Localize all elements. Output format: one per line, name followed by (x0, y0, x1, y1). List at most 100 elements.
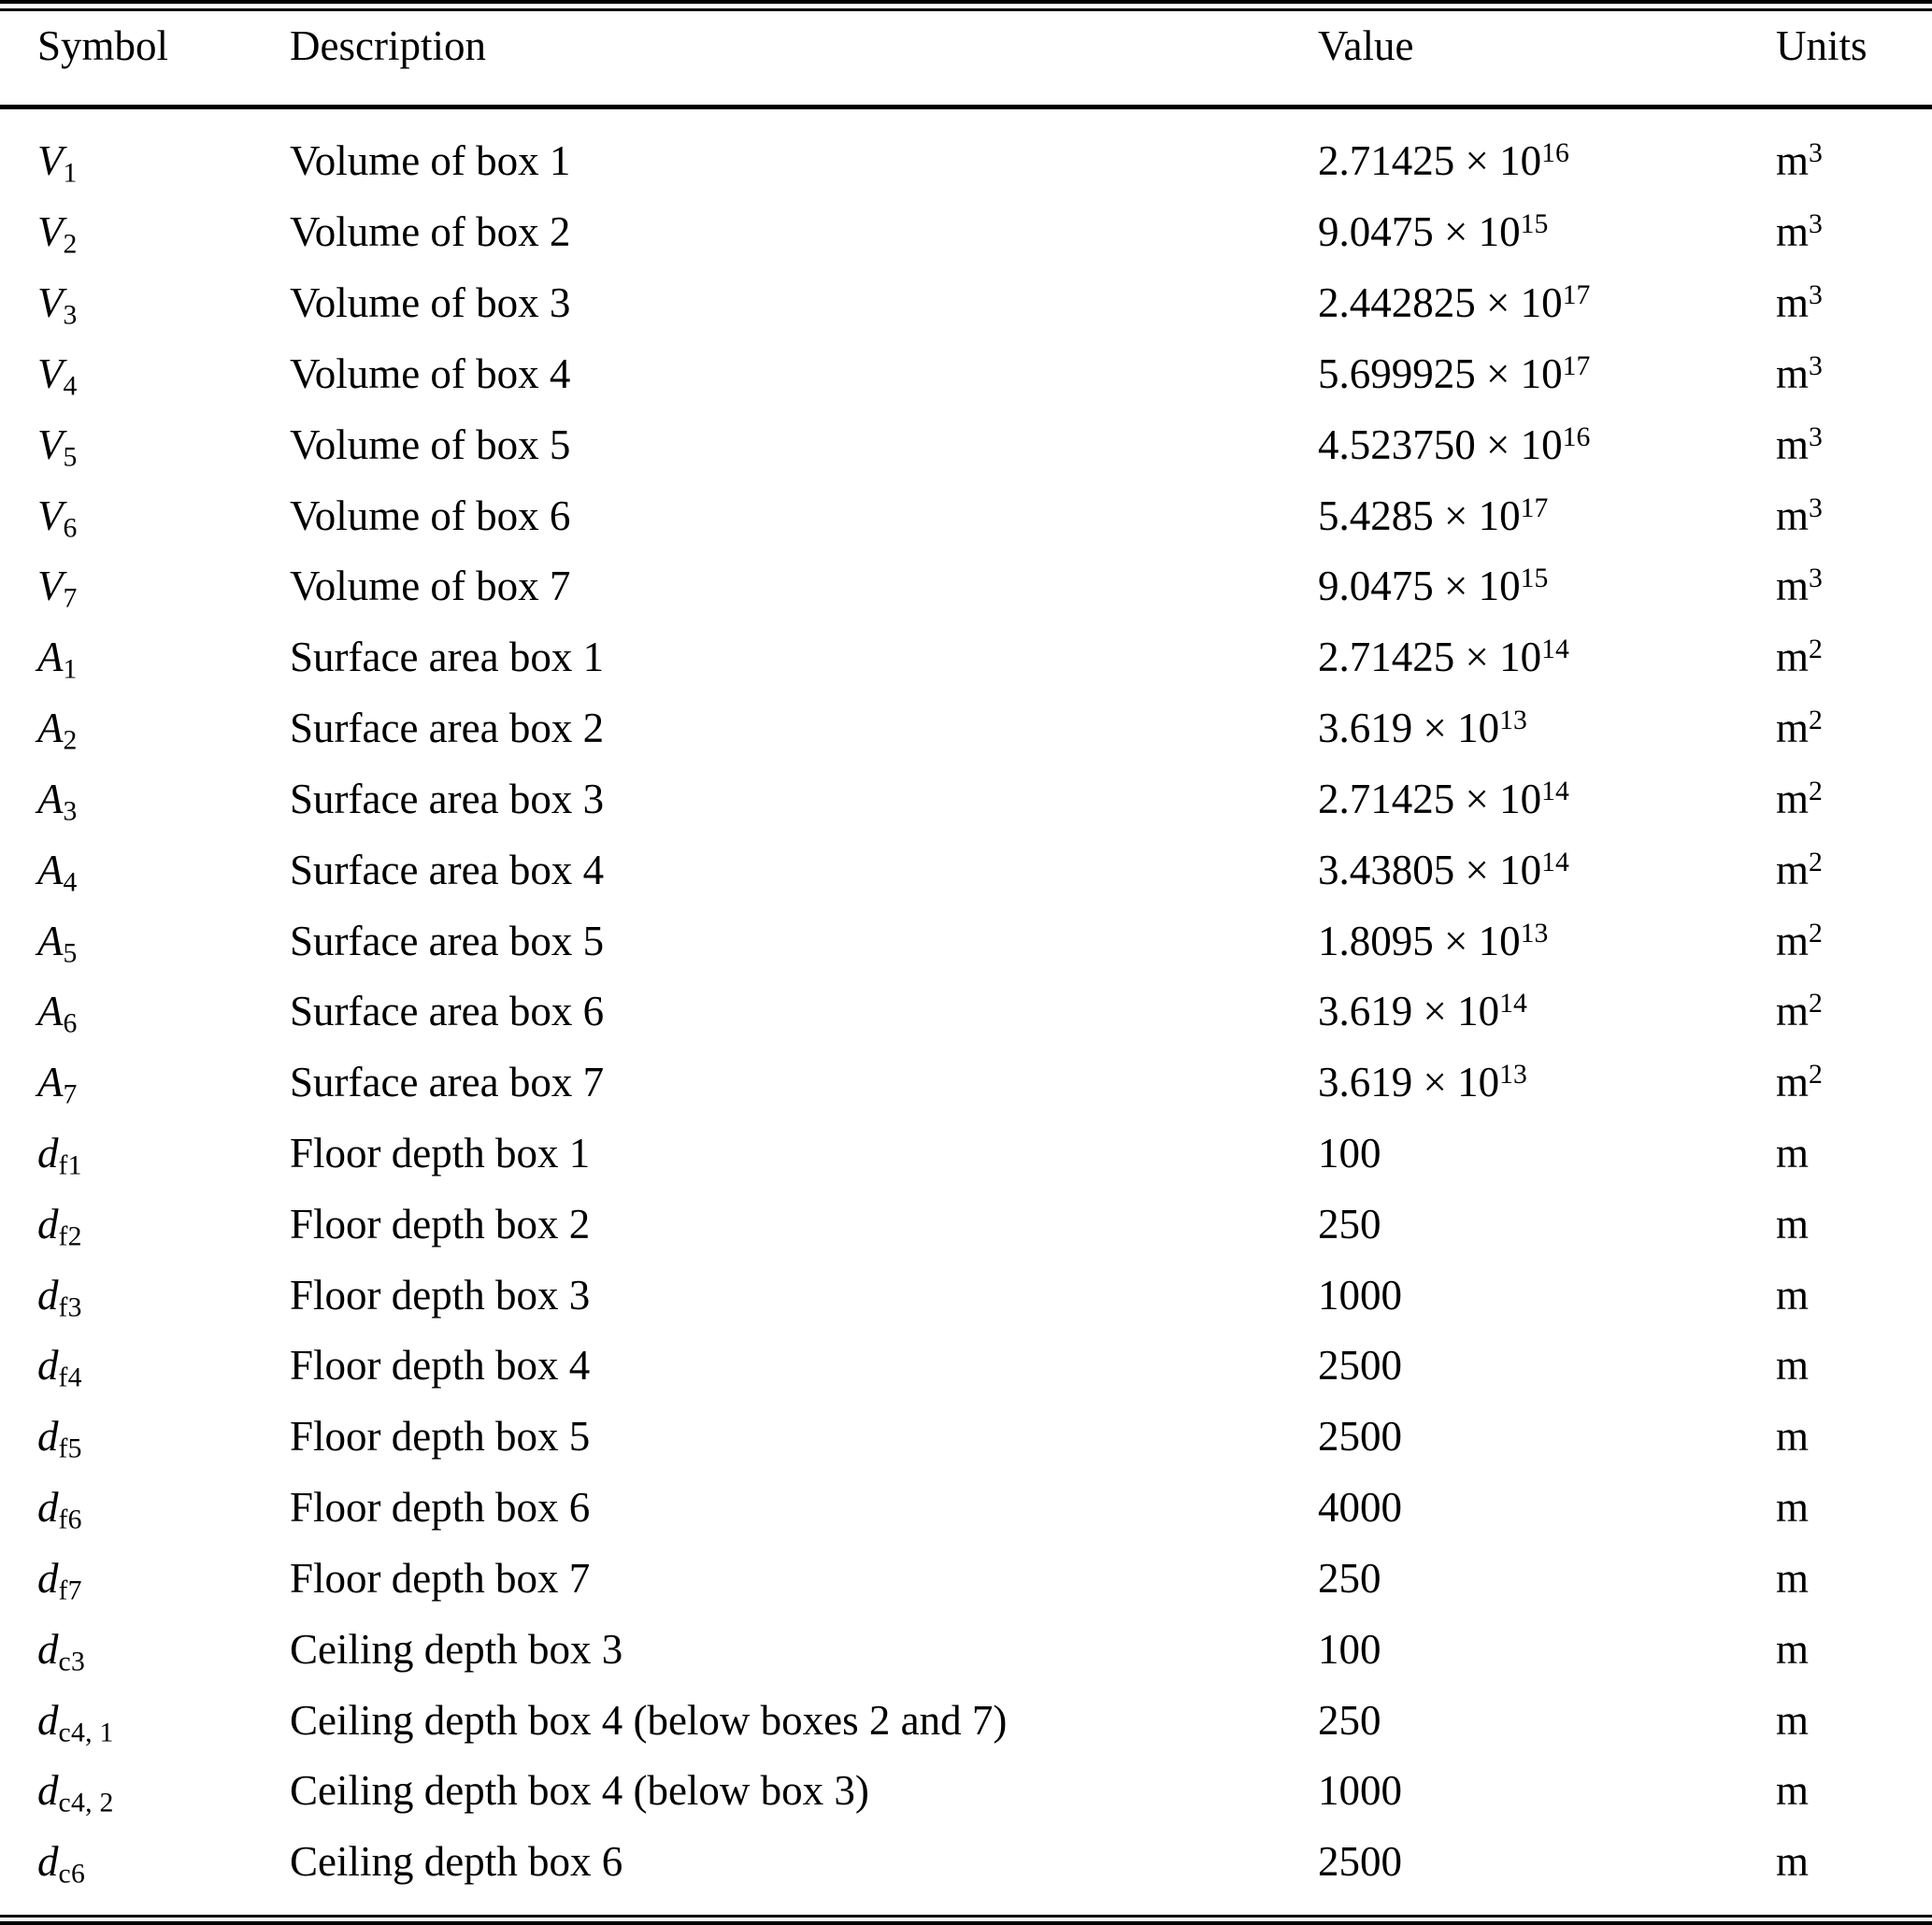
top-rule-thin (0, 8, 1932, 11)
table-row: V6 Volume of box 6 5.4285 × 1017 m3 (0, 480, 1932, 551)
units-cell: m3 (1776, 423, 1932, 466)
value-mantissa: 1000 (1318, 1271, 1402, 1319)
symbol-subscript: 6 (63, 512, 78, 543)
description-cell: Ceiling depth box 4 (below boxes 2 and 7… (290, 1696, 1008, 1744)
symbol-subscript: 7 (63, 583, 78, 614)
symbol-cell: V7 (37, 563, 290, 613)
value-exponent: 16 (1541, 138, 1569, 169)
unit-exponent: 2 (1809, 705, 1823, 735)
value-cell: 4.523750 × 1016 (1318, 423, 1776, 466)
table-row: df4 Floor depth box 4 2500 m (0, 1331, 1932, 1402)
description-cell: Surface area box 4 (290, 846, 605, 893)
unit-base: m (1776, 1554, 1810, 1602)
symbol-subscript: 6 (63, 1008, 78, 1039)
symbol-cell: A7 (37, 1062, 290, 1109)
symbol-cell: V2 (37, 211, 290, 259)
table-header: Symbol Description Value Units (0, 0, 1932, 105)
value-cell: 2500 (1318, 1416, 1776, 1458)
description-cell: Volume of box 1 (290, 137, 571, 185)
unit-base: m (1776, 1484, 1810, 1532)
symbol-cell: dc6 (37, 1841, 290, 1889)
value-mantissa: 2.71425 × 10 (1318, 634, 1542, 681)
symbol-base: V (37, 421, 64, 468)
units-cell: m (1776, 1200, 1932, 1248)
symbol-cell: V3 (37, 279, 290, 330)
symbol-cell: A2 (37, 707, 290, 755)
symbol-base: V (37, 349, 64, 397)
unit-exponent: 2 (1809, 918, 1823, 948)
symbol-cell: df1 (37, 1130, 290, 1180)
value-exponent: 13 (1499, 1059, 1527, 1090)
symbol-subscript: f6 (58, 1504, 82, 1535)
table-row: V3 Volume of box 3 2.442825 × 1017 m3 (0, 268, 1932, 339)
symbol-subscript: c6 (58, 1859, 86, 1889)
unit-base: m (1776, 1200, 1810, 1248)
symbol-cell: A1 (37, 634, 290, 684)
symbol-base: V (37, 279, 64, 327)
symbol-cell: df7 (37, 1557, 290, 1604)
table-row: A6 Surface area box 6 3.619 × 1014 m2 (0, 977, 1932, 1048)
symbol-subscript: 3 (63, 300, 78, 331)
symbol-cell: df3 (37, 1274, 290, 1321)
symbol-cell: A4 (37, 846, 290, 896)
description-cell: Floor depth box 3 (290, 1271, 591, 1319)
unit-base: m (1776, 1413, 1810, 1461)
symbol-cell: df6 (37, 1484, 290, 1534)
value-mantissa: 3.619 × 10 (1318, 705, 1500, 752)
symbol-base: d (37, 1696, 59, 1744)
units-cell: m (1776, 1345, 1932, 1387)
value-cell: 2500 (1318, 1345, 1776, 1387)
symbol-base: d (37, 1413, 59, 1461)
symbol-base: A (37, 846, 64, 893)
unit-exponent: 3 (1809, 279, 1823, 310)
units-cell: m (1776, 1274, 1932, 1317)
value-mantissa: 1.8095 × 10 (1318, 917, 1521, 964)
symbol-base: d (37, 1342, 59, 1390)
table-row: df1 Floor depth box 1 100 m (0, 1119, 1932, 1190)
symbol-base: A (37, 634, 64, 681)
value-cell: 4000 (1318, 1487, 1776, 1529)
table-row: A3 Surface area box 3 2.71425 × 1014 m2 (0, 763, 1932, 834)
table-row: V4 Volume of box 4 5.699925 × 1017 m3 (0, 338, 1932, 409)
value-mantissa: 5.699925 × 10 (1318, 349, 1563, 397)
value-mantissa: 100 (1318, 1625, 1381, 1673)
value-cell: 3.619 × 1013 (1318, 1059, 1776, 1106)
units-cell: m3 (1776, 210, 1932, 253)
value-cell: 250 (1318, 1203, 1776, 1246)
symbol-subscript: c4, 2 (58, 1788, 114, 1818)
unit-exponent: 3 (1809, 492, 1823, 523)
value-cell: 9.0475 × 1015 (1318, 563, 1776, 610)
value-mantissa: 1000 (1318, 1767, 1402, 1815)
value-mantissa: 3.619 × 10 (1318, 1059, 1500, 1106)
value-cell: 3.619 × 1014 (1318, 990, 1776, 1033)
table-row: A5 Surface area box 5 1.8095 × 1013 m2 (0, 905, 1932, 977)
table-row: dc4, 1 Ceiling depth box 4 (below boxes … (0, 1685, 1932, 1756)
value-mantissa: 250 (1318, 1696, 1381, 1744)
value-cell: 1000 (1318, 1271, 1776, 1319)
value-exponent: 17 (1562, 350, 1591, 381)
unit-base: m (1776, 1696, 1810, 1744)
value-mantissa: 9.0475 × 10 (1318, 563, 1521, 610)
value-cell: 1000 (1318, 1770, 1776, 1812)
value-mantissa: 3.43805 × 10 (1318, 846, 1542, 893)
description-cell: Floor depth box 1 (290, 1130, 591, 1176)
symbol-subscript: f1 (58, 1150, 82, 1181)
column-header-units: Units (1776, 21, 1868, 69)
unit-base: m (1776, 1838, 1810, 1886)
unit-exponent: 2 (1809, 847, 1823, 877)
value-exponent: 13 (1499, 705, 1527, 735)
symbol-subscript: f3 (58, 1292, 82, 1323)
unit-base: m (1776, 775, 1810, 822)
description-cell: Surface area box 3 (290, 775, 605, 822)
table-row: V1 Volume of box 1 2.71425 × 1016 m3 (0, 126, 1932, 197)
value-mantissa: 2500 (1318, 1342, 1402, 1390)
symbol-base: V (37, 563, 64, 610)
units-cell: m (1776, 1696, 1932, 1744)
description-cell: Floor depth box 2 (290, 1200, 591, 1248)
description-cell: Floor depth box 7 (290, 1554, 591, 1602)
column-header-value: Value (1318, 21, 1414, 69)
symbol-base: d (37, 1130, 59, 1176)
symbol-cell: V1 (37, 140, 290, 188)
unit-exponent: 2 (1809, 776, 1823, 806)
symbol-base: d (37, 1484, 59, 1532)
